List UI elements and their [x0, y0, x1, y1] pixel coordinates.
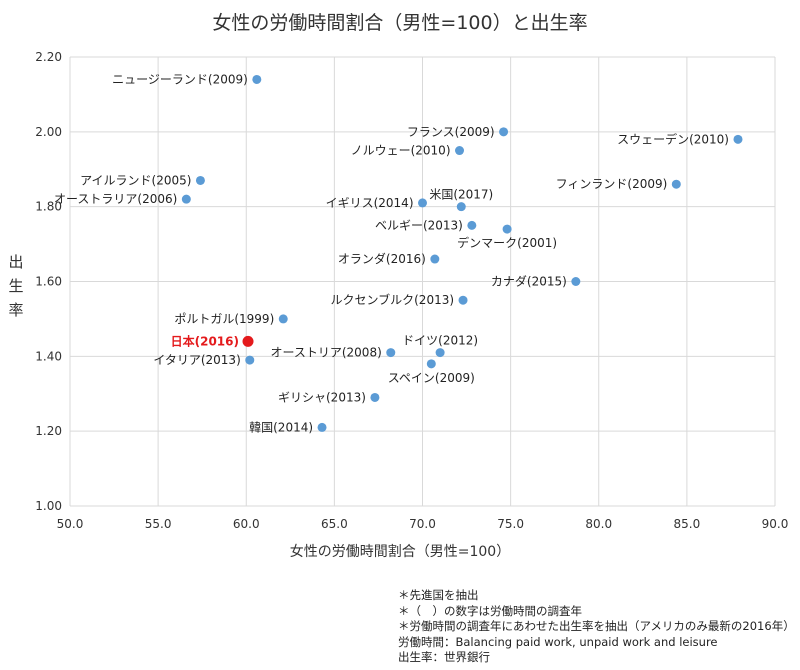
data-point-label: ポルトガル(1999) [174, 312, 274, 326]
data-point-label: ルクセンブルク(2013) [330, 292, 454, 307]
data-point-label: ベルギー(2013) [375, 218, 463, 232]
chart-title: 女性の労働時間割合（男性=100）と出生率 [212, 12, 588, 34]
data-point [242, 335, 254, 347]
data-point-label: ノルウェー(2010) [351, 144, 451, 158]
data-point-label: オーストラリア(2006) [54, 192, 177, 206]
y-tick-label: 1.80 [35, 200, 62, 214]
data-point [733, 134, 743, 144]
data-point [435, 348, 445, 358]
data-point [671, 179, 681, 189]
data-point [245, 355, 255, 365]
data-point-label: 米国(2017) [429, 188, 493, 202]
data-point-label: デンマーク(2001) [457, 235, 557, 250]
data-point-label: イタリア(2013) [153, 353, 240, 367]
x-tick-label: 55.0 [145, 517, 172, 531]
data-point-label: フランス(2009) [407, 125, 495, 139]
y-axis-label-char: 出 [8, 253, 24, 271]
data-point [278, 314, 288, 324]
data-point-label: カナダ(2015) [491, 274, 567, 289]
y-axis-label-char: 生 [8, 277, 24, 295]
data-point [430, 254, 440, 264]
data-point [571, 277, 581, 286]
data-point [426, 359, 436, 369]
footnote: 出生率：世界銀行 [398, 650, 490, 664]
y-tick-label: 1.40 [35, 349, 62, 363]
x-axis-label: 女性の労働時間割合（男性=100） [289, 544, 511, 560]
y-tick-label: 1.60 [35, 275, 62, 289]
data-point [499, 127, 509, 137]
y-tick-label: 2.20 [35, 50, 62, 64]
data-point-label: アイルランド(2005) [80, 173, 191, 187]
footnotes: ＊先進国を抽出 ＊（ ）の数字は労働時間の調査年 ＊労働時間の調査年にあわせた出… [398, 588, 795, 666]
data-point-label: スペイン(2009) [388, 371, 475, 385]
x-tick-label: 90.0 [762, 517, 789, 531]
data-point [252, 74, 262, 84]
x-tick-label: 50.0 [57, 517, 84, 531]
data-point [467, 220, 477, 230]
y-tick-label: 1.20 [35, 424, 62, 438]
point-labels: ニュージーランド(2009) フランス(2009) スウェーデン(2010) ノルウェ… [54, 72, 729, 434]
footnote: ＊先進国を抽出 [398, 588, 479, 602]
footnote: ＊労働時間の調査年にあわせた出生率を抽出（アメリカのみ最新の2016年） [398, 619, 795, 633]
data-points [181, 74, 743, 432]
data-point-label: オーストリア(2008) [270, 346, 381, 360]
x-tick-labels: 50.0 55.0 60.0 65.0 70.0 75.0 80.0 85.0 90.0 [57, 517, 789, 531]
data-point [386, 348, 396, 358]
data-point-label: スウェーデン(2010) [617, 131, 729, 146]
y-axis-label: 出生率 [6, 250, 26, 322]
data-point [370, 392, 380, 402]
data-point [458, 295, 468, 305]
y-tick-label: 1.00 [35, 499, 62, 513]
grid-lines [69, 56, 776, 507]
data-point-label: ギリシャ(2013) [278, 390, 366, 404]
x-tick-label: 75.0 [497, 517, 524, 531]
data-point [455, 146, 465, 156]
x-tick-label: 70.0 [409, 517, 436, 531]
y-axis-label-char: 率 [8, 301, 24, 319]
data-point [181, 194, 191, 204]
footnote: ＊（ ）の数字は労働時間の調査年 [398, 603, 582, 618]
data-point [456, 202, 466, 212]
x-tick-label: 80.0 [585, 517, 612, 531]
data-point [317, 422, 327, 432]
footnote: 労働時間：Balancing paid work, unpaid work an… [398, 634, 718, 649]
data-point-label: ドイツ(2012) [402, 334, 478, 348]
data-point-label: 韓国(2014) [249, 420, 313, 434]
data-point [502, 224, 512, 234]
x-tick-label: 60.0 [233, 517, 260, 531]
data-point [195, 175, 205, 185]
x-tick-label: 85.0 [674, 517, 701, 531]
y-tick-labels: 1.00 1.20 1.40 1.60 1.80 2.00 2.20 [35, 50, 62, 513]
data-point-label: オランダ(2016) [338, 251, 426, 266]
data-point [418, 198, 427, 208]
y-tick-label: 2.00 [35, 125, 62, 139]
data-point-label: フィンランド(2009) [556, 177, 668, 191]
data-point-label: 日本(2016) [171, 333, 239, 348]
data-point-label: ニュージーランド(2009) [112, 72, 248, 86]
x-tick-label: 65.0 [321, 517, 348, 531]
data-point-label: イギリス(2014) [326, 196, 414, 210]
